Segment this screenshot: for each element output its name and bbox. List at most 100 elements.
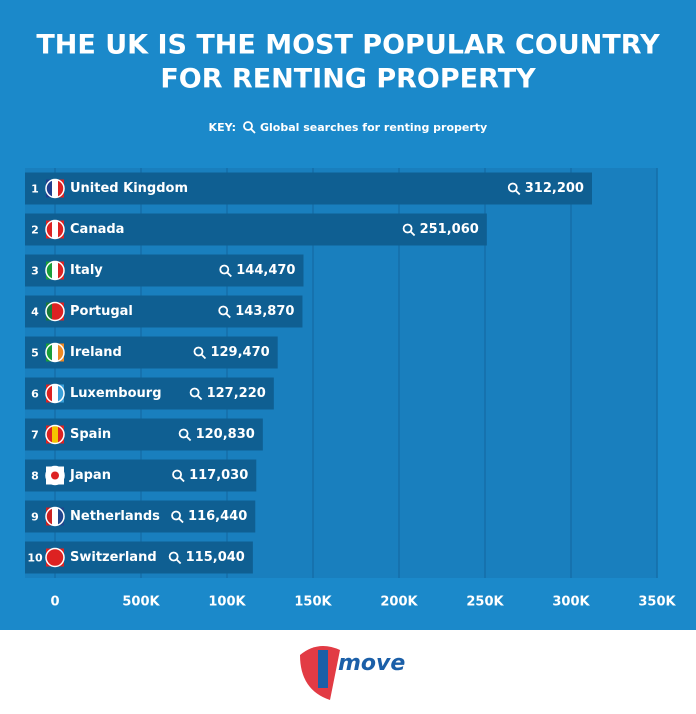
search-icon <box>168 551 182 565</box>
bar <box>25 295 303 328</box>
flag-band <box>46 302 52 321</box>
flag <box>45 506 65 527</box>
value-label: 144,470 <box>236 263 295 278</box>
search-lens <box>193 346 204 357</box>
search-icon <box>172 469 185 483</box>
flag-band <box>46 507 52 526</box>
value-label: 120,830 <box>196 427 255 442</box>
rank-label: 8 <box>31 470 39 483</box>
flag-band <box>52 343 58 362</box>
flag-band <box>52 179 58 198</box>
x-tick-label: 200K <box>380 595 418 610</box>
x-tick-label: 350K <box>638 595 676 610</box>
chart-title: FOR RENTING PROPERTY <box>160 64 536 95</box>
rank-label: 4 <box>31 306 39 319</box>
bar <box>25 172 592 205</box>
flag-band <box>52 302 58 321</box>
search-icon <box>178 428 192 442</box>
search-lens <box>178 428 189 439</box>
search-handle <box>409 230 416 237</box>
value-label: 127,220 <box>207 386 266 401</box>
x-tick-label: 150K <box>294 595 332 610</box>
flag-band <box>58 425 64 444</box>
flag-band <box>52 548 58 567</box>
value-label: 117,030 <box>189 468 248 483</box>
search-handle <box>515 189 521 196</box>
value-label: 129,470 <box>210 345 269 360</box>
search-lens <box>219 264 230 275</box>
rank-label: 3 <box>31 265 39 278</box>
category-label: Spain <box>70 427 111 442</box>
flag-band <box>52 220 58 239</box>
flag-band <box>52 425 58 444</box>
search-lens <box>507 182 518 193</box>
flag <box>45 342 65 363</box>
search-handle <box>178 517 184 524</box>
flag-band <box>46 261 52 280</box>
rank-label: 10 <box>27 552 43 565</box>
flag-band <box>58 507 64 526</box>
flag-band <box>46 466 52 485</box>
flag <box>45 178 65 199</box>
search-icon <box>189 387 203 401</box>
value-label: 251,060 <box>420 222 479 237</box>
flag-ring <box>45 547 65 568</box>
category-label: Canada <box>70 222 124 237</box>
flag-ring <box>45 219 65 240</box>
footer <box>0 630 696 710</box>
rank-label: 7 <box>31 429 39 442</box>
flag-band <box>58 384 64 403</box>
flag <box>45 465 65 486</box>
flag-band <box>58 466 64 485</box>
search-icon <box>402 223 416 237</box>
value-label: 116,440 <box>188 509 247 524</box>
value-label: 115,040 <box>186 550 245 565</box>
category-label: Portugal <box>70 304 133 319</box>
chart-title: THE UK IS THE MOST POPULAR COUNTRY <box>36 30 660 61</box>
flag <box>45 547 65 568</box>
rank-label: 9 <box>31 511 39 524</box>
search-handle <box>179 476 185 483</box>
rank-label: 5 <box>31 347 39 360</box>
search-lens <box>189 387 200 398</box>
category-label: Switzerland <box>70 550 157 565</box>
key-icon <box>243 121 256 134</box>
flag-band <box>58 548 64 567</box>
search-handle <box>225 312 231 319</box>
search-handle <box>185 435 192 442</box>
flag <box>45 260 65 281</box>
search-handle <box>176 558 182 565</box>
category-label: Ireland <box>70 345 122 360</box>
bar <box>25 377 274 410</box>
search-handle <box>196 394 203 401</box>
flag-ring <box>45 465 65 486</box>
category-label: Japan <box>69 468 111 483</box>
x-tick-label: 100K <box>208 595 246 610</box>
logo-text: move <box>338 651 405 676</box>
category-label: Italy <box>70 263 103 278</box>
flag-band <box>58 261 64 280</box>
flag <box>45 424 65 445</box>
x-tick-label: 0 <box>50 595 59 610</box>
flag-band <box>52 261 58 280</box>
bar <box>25 254 304 287</box>
category-label: United Kingdom <box>70 181 188 196</box>
search-handle <box>200 353 207 360</box>
flag-band <box>46 548 52 567</box>
flag-band <box>58 302 64 321</box>
flag-dot <box>51 471 59 480</box>
flag-band <box>46 384 52 403</box>
flag <box>45 219 65 240</box>
flag-ring <box>45 383 65 404</box>
search-icon <box>171 510 184 524</box>
flag <box>45 301 65 322</box>
search-lens <box>172 469 182 480</box>
search-icon <box>193 346 207 360</box>
flag-band <box>46 179 52 198</box>
rank-label: 6 <box>31 388 39 401</box>
category-label: Luxembourg <box>70 386 162 401</box>
flag-band <box>46 425 52 444</box>
bar <box>25 336 278 369</box>
flag-ring <box>45 424 65 445</box>
